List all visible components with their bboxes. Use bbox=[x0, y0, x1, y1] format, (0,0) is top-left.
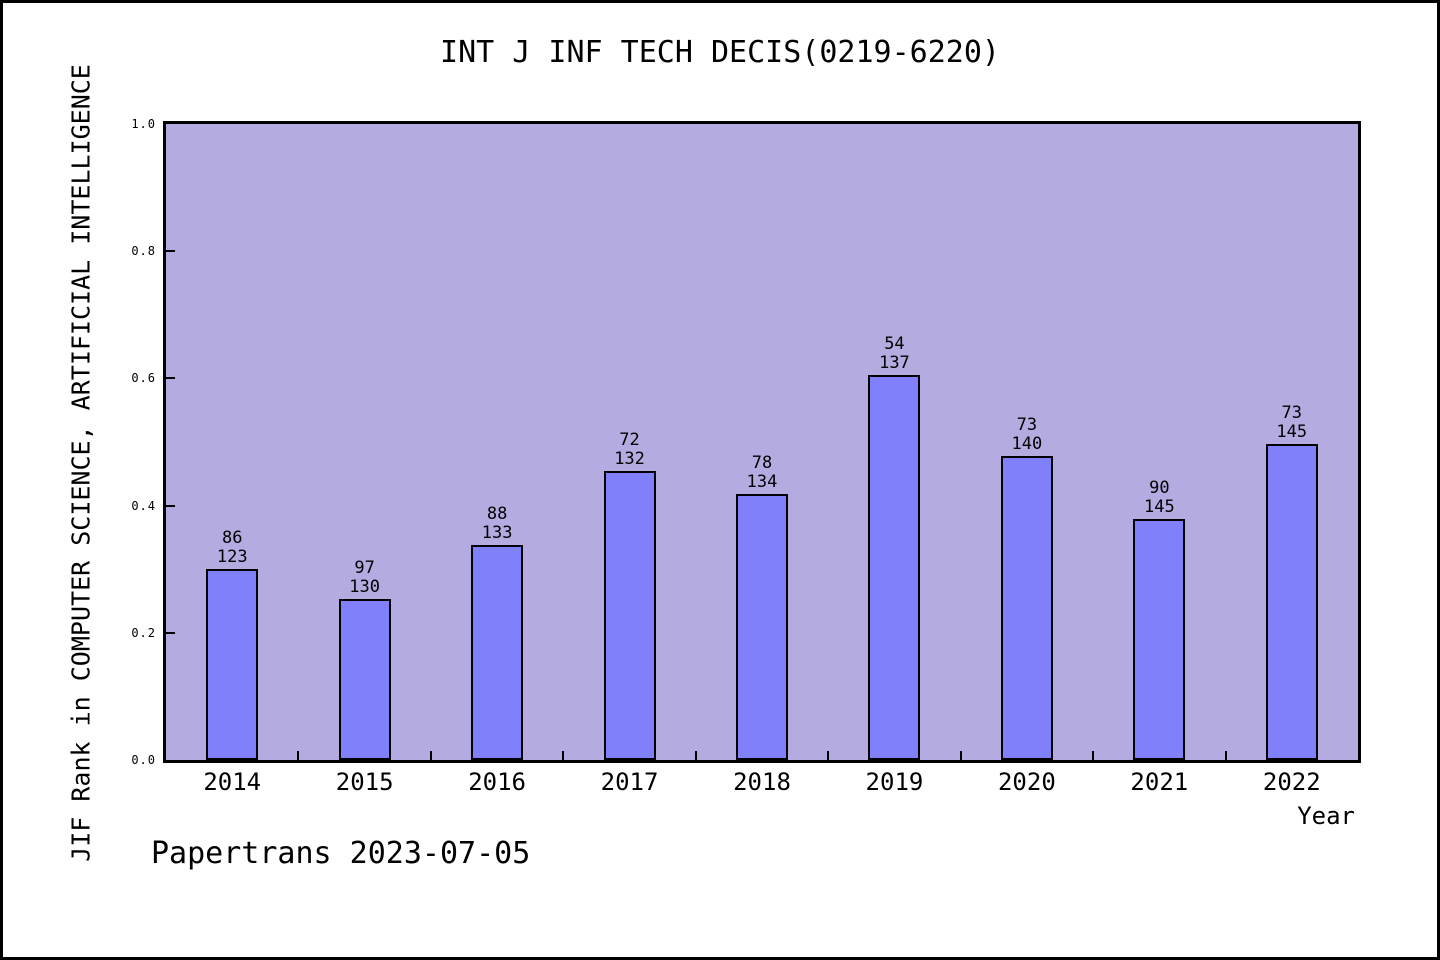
bar-rank-value: 54 bbox=[884, 334, 905, 354]
bar-value-label-2022: 73 145 bbox=[1232, 404, 1352, 442]
x-axis-tick bbox=[827, 751, 830, 760]
bar-rank-value: 72 bbox=[619, 430, 640, 450]
y-tick-label-0.2: 0.2 bbox=[131, 625, 156, 640]
bar-total-value: 145 bbox=[1276, 422, 1308, 442]
x-axis-tick bbox=[1224, 751, 1227, 760]
bar-2017 bbox=[603, 471, 656, 760]
bar-rank-value: 73 bbox=[1016, 415, 1038, 435]
chart-title: INT J INF TECH DECIS(0219-6220) bbox=[440, 35, 1000, 70]
x-tick-label-2019: 2019 bbox=[865, 768, 924, 796]
bar-value-label-2014: 86 123 bbox=[172, 529, 292, 567]
bar-total-value: 140 bbox=[1011, 434, 1043, 454]
bar-total-value: 134 bbox=[746, 472, 778, 492]
plot-area: 86 123 97 130 88 133 72 132 78 134 54 137 73 140 90 145… bbox=[163, 121, 1361, 763]
bar-rank-value: 97 bbox=[354, 558, 375, 578]
x-tick-label-2016: 2016 bbox=[468, 768, 527, 796]
x-axis-tick bbox=[297, 751, 300, 760]
y-axis-tick bbox=[166, 504, 175, 507]
bar-value-label-2021: 90 145 bbox=[1099, 479, 1219, 517]
y-axis-tick bbox=[166, 250, 175, 253]
bar-2016 bbox=[471, 545, 524, 760]
x-tick-label-2017: 2017 bbox=[600, 768, 659, 796]
x-tick-label-2018: 2018 bbox=[733, 768, 791, 796]
y-tick-label-0.8: 0.8 bbox=[131, 244, 156, 259]
x-tick-label-2020: 2020 bbox=[997, 768, 1056, 796]
x-axis-tick bbox=[1092, 751, 1095, 760]
bar-value-label-2015: 97 130 bbox=[305, 559, 425, 597]
x-axis-tick bbox=[429, 751, 432, 760]
x-axis-tick bbox=[562, 751, 565, 760]
bar-total-value: 123 bbox=[216, 547, 248, 567]
y-axis-label: JIF Rank in COMPUTER SCIENCE, ARTIFICIAL… bbox=[66, 64, 96, 862]
x-tick-label-2022: 2022 bbox=[1262, 768, 1321, 796]
bar-rank-value: 73 bbox=[1281, 403, 1302, 423]
y-tick-label-0.6: 0.6 bbox=[131, 371, 156, 386]
y-axis-tick bbox=[166, 377, 175, 380]
x-tick-label-2021: 2021 bbox=[1130, 768, 1189, 796]
bar-total-value: 133 bbox=[481, 523, 513, 543]
bar-rank-value: 86 bbox=[221, 528, 243, 548]
x-axis-label: Year bbox=[1297, 802, 1355, 830]
bar-2021 bbox=[1133, 519, 1186, 760]
x-tick-label-2014: 2014 bbox=[203, 768, 262, 796]
bar-2019 bbox=[868, 375, 921, 760]
watermark-text: Papertrans 2023-07-05 bbox=[151, 836, 531, 871]
plot-inner: 86 123 97 130 88 133 72 132 78 134 54 137 73 140 90 145… bbox=[166, 124, 1358, 760]
bar-total-value: 130 bbox=[349, 577, 381, 597]
bar-total-value: 137 bbox=[879, 353, 910, 373]
bar-2015 bbox=[338, 599, 391, 760]
bar-value-label-2019: 54 137 bbox=[834, 335, 954, 373]
x-tick-label-2015: 2015 bbox=[335, 768, 394, 796]
bar-2018 bbox=[736, 494, 788, 760]
bar-rank-value: 88 bbox=[486, 504, 508, 524]
bar-total-value: 145 bbox=[1143, 497, 1175, 517]
bar-2014 bbox=[206, 569, 259, 760]
bar-value-label-2016: 88 133 bbox=[437, 505, 557, 543]
bar-value-label-2020: 73 140 bbox=[967, 416, 1087, 454]
y-tick-label-1.0: 1.0 bbox=[131, 117, 156, 131]
bar-total-value: 132 bbox=[614, 449, 645, 469]
bar-value-label-2018: 78 134 bbox=[702, 454, 822, 492]
bar-value-label-2017: 72 132 bbox=[570, 431, 690, 469]
y-axis-tick bbox=[166, 631, 175, 634]
bar-rank-value: 90 bbox=[1149, 478, 1170, 498]
x-axis-tick bbox=[694, 751, 697, 760]
bar-rank-value: 78 bbox=[751, 453, 773, 473]
bar-2020 bbox=[1000, 456, 1053, 760]
x-axis-tick bbox=[959, 751, 962, 760]
bar-2022 bbox=[1265, 444, 1318, 760]
y-tick-label-0.4: 0.4 bbox=[131, 498, 156, 513]
y-tick-label-0.0: 0.0 bbox=[131, 753, 156, 767]
